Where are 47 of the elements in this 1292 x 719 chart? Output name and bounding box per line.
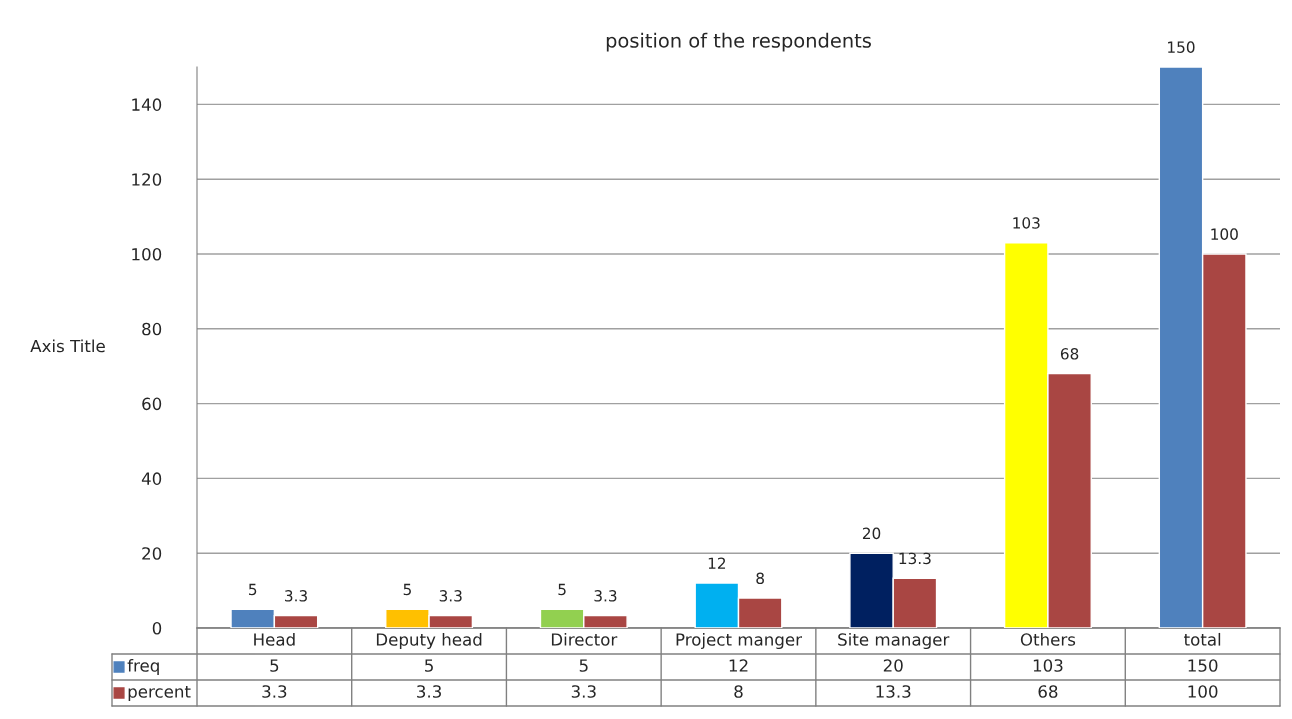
annotation: 12	[708, 557, 726, 569]
y-tick-label: 20	[142, 547, 162, 560]
x-tick-label: Project manger	[676, 632, 802, 650]
annotation: 5	[403, 583, 411, 596]
data-label: 5	[270, 659, 279, 672]
data-label: 3.3	[262, 685, 287, 698]
text: 150	[1168, 41, 1195, 53]
annotation: 5	[249, 583, 257, 596]
y-tick-label: 120	[132, 173, 162, 186]
data-label: 100	[1188, 685, 1218, 698]
annotation: 100	[1211, 228, 1238, 240]
x-tick-label: Others	[1020, 632, 1076, 646]
annotation: 5	[558, 583, 566, 596]
annotation: 20	[862, 527, 881, 540]
y-tick-label: 100	[132, 247, 162, 261]
y-tick-label: 0	[152, 621, 162, 635]
y-tick-label: 60	[142, 397, 162, 411]
y-tick-label: 40	[141, 472, 162, 485]
x-tick-label: Site manager	[838, 632, 950, 650]
y-axis-title: Axis Title	[30, 339, 105, 353]
data-label: 8	[734, 685, 743, 698]
y-tick-label: 80	[142, 322, 162, 336]
x-tick-label: Deputy head	[376, 632, 482, 650]
annotation: 3.3	[594, 590, 617, 602]
data-label: 20	[883, 659, 903, 672]
chart-title: position of the respondents	[606, 32, 871, 52]
annotation: 13.3	[899, 552, 931, 565]
legend-label: percent	[128, 685, 191, 702]
data-label: 5	[579, 659, 588, 672]
data-label: 12	[729, 659, 748, 672]
data-label: 3.3	[417, 685, 441, 698]
annotation: 3.3	[285, 590, 307, 602]
data-label: 13.3	[876, 685, 911, 698]
annotation: 103	[1013, 217, 1040, 229]
annotation: 3.3	[439, 590, 462, 602]
data-label: 103	[1033, 659, 1063, 672]
x-tick-label: Director	[551, 632, 618, 646]
annotation: 8	[756, 572, 764, 585]
data-label: 150	[1188, 659, 1218, 672]
x-tick-label: Head	[254, 632, 295, 646]
y-tick-label: 140	[132, 98, 162, 111]
data-label: 5	[425, 659, 433, 672]
legend-label: freq	[127, 658, 159, 676]
data-label: 68	[1038, 685, 1058, 698]
x-tick-label: total	[1184, 632, 1221, 646]
annotation: 68	[1060, 348, 1079, 360]
data-label: 3.3	[571, 685, 596, 698]
